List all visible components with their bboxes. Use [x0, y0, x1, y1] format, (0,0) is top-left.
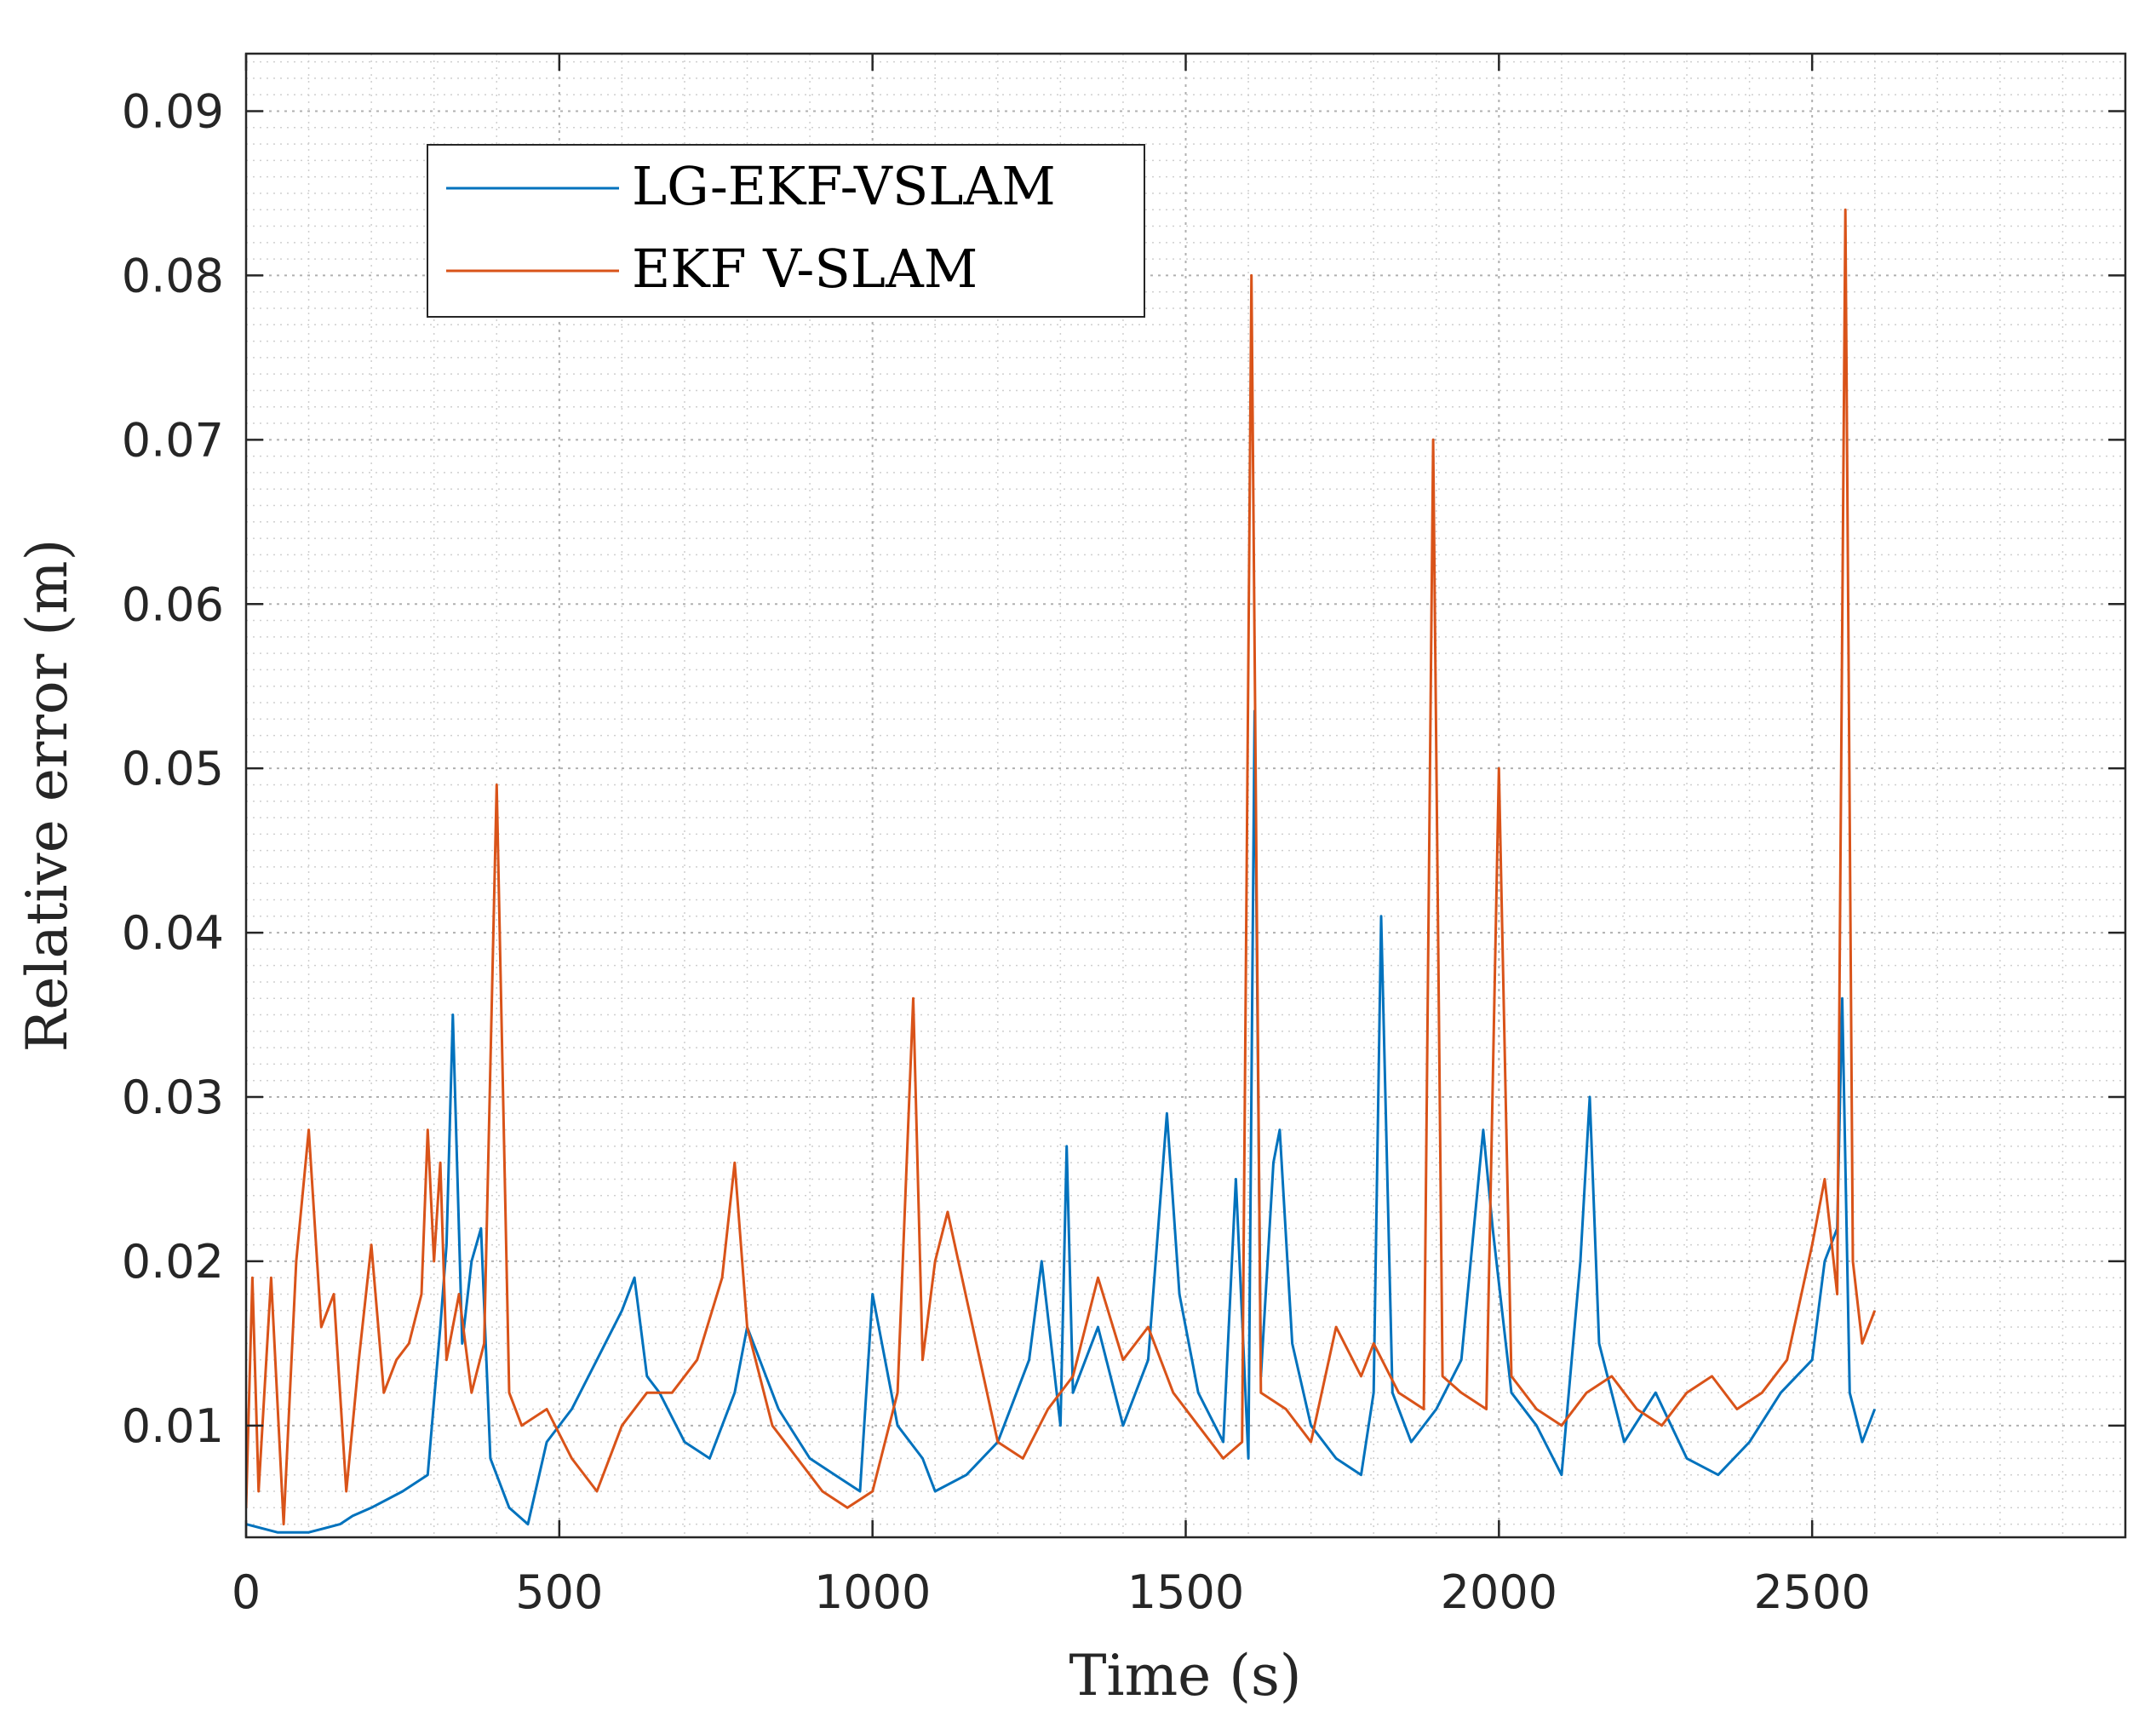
y-tick-label: 0.05: [122, 742, 224, 795]
y-tick-label: 0.09: [122, 85, 224, 139]
y-tick-label: 0.01: [122, 1399, 224, 1453]
y-tick-label: 0.08: [122, 249, 224, 302]
x-tick-label: 2000: [1441, 1565, 1557, 1619]
tick-marks: [244, 54, 2125, 1537]
y-tick-label: 0.04: [122, 906, 224, 960]
y-tick-label: 0.07: [122, 413, 224, 467]
legend-box: [427, 144, 1145, 318]
x-tick-label: 0: [232, 1565, 261, 1619]
y-axis-label: Relative error (m): [14, 539, 80, 1053]
x-tick-label: 1000: [814, 1565, 931, 1619]
x-axis-label: Time (s): [1069, 1643, 1301, 1708]
legend-label-ekf-v-slam: EKF V-SLAM: [632, 238, 978, 300]
y-tick-labels: 0.01 0.02 0.03 0.04 0.05 0.06 0.07 0.08 0.09: [122, 85, 224, 1453]
legend: LG-EKF-VSLAM EKF V-SLAM: [427, 144, 1145, 318]
x-tick-label: 1500: [1127, 1565, 1244, 1619]
series-layer: [246, 208, 1877, 1534]
x-tick-labels: 0 500 1000 1500 2000 2500: [232, 1565, 1871, 1619]
legend-label-lg-ekf-vslam: LG-EKF-VSLAM: [632, 155, 1056, 217]
series-line-1: [246, 208, 1877, 1526]
series-line-0: [246, 709, 1877, 1534]
y-tick-label: 0.06: [122, 577, 224, 631]
x-tick-label: 2500: [1753, 1565, 1870, 1619]
y-tick-label: 0.02: [122, 1235, 224, 1289]
x-tick-label: 500: [515, 1565, 603, 1619]
y-tick-label: 0.03: [122, 1071, 224, 1124]
